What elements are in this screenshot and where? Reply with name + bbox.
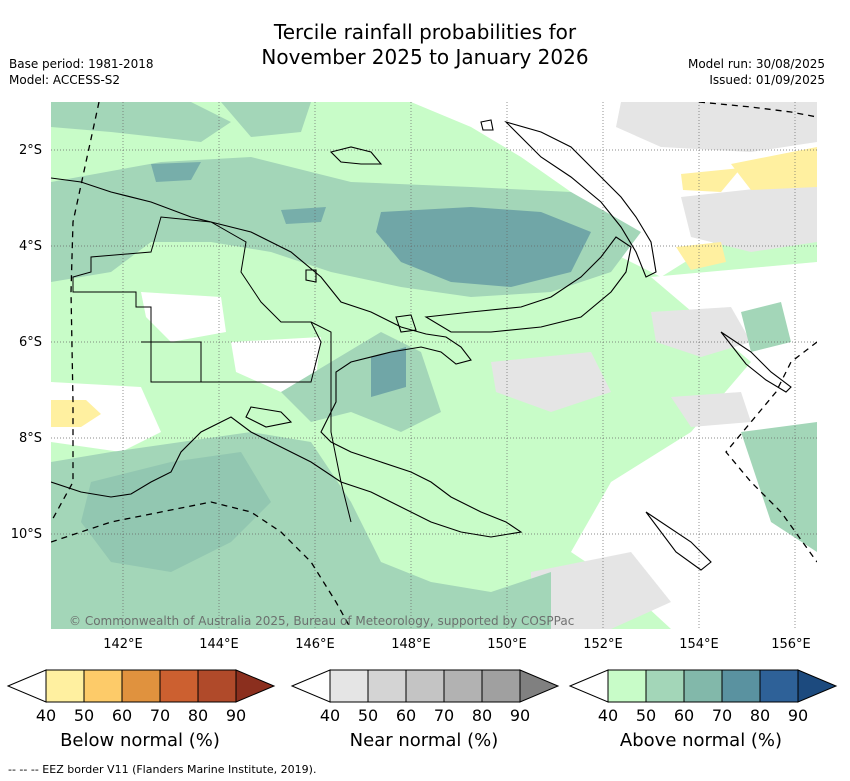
colorbar-segment — [159, 669, 199, 703]
colorbar-segment — [121, 669, 161, 703]
eez-borders — [51, 102, 817, 629]
colorbar-tick-label: 60 — [395, 706, 417, 725]
white-area-png-2 — [231, 337, 321, 392]
teal-area-top-left — [51, 102, 231, 142]
colorbar-title-below: Below normal (%) — [60, 730, 220, 751]
grey-area-3 — [651, 307, 751, 357]
colorbar-segment — [83, 669, 123, 703]
colorbar-tick-label: 90 — [225, 706, 247, 725]
coastlines — [51, 119, 792, 571]
borders — [72, 216, 352, 523]
meta-left: Base period: 1981-2018 Model: ACCESS-S2 — [9, 56, 154, 88]
lon-label-154e: 154°E — [679, 637, 719, 652]
teal-area-top — [221, 102, 311, 137]
colorbar-segment — [197, 669, 237, 703]
grey-area-4 — [491, 352, 611, 412]
eez-footer-note: -- -- -- EEZ border V11 (Flanders Marine… — [8, 763, 317, 776]
dark-teal-area — [376, 207, 591, 287]
colorbar-segment — [329, 669, 369, 703]
colorbar-left-triangle — [6, 669, 47, 703]
colorbar-tick-label: 80 — [471, 706, 493, 725]
yellow-area-4 — [51, 400, 101, 427]
colorbar-right-triangle — [235, 669, 276, 703]
gridlines — [51, 102, 817, 629]
lon-label-150e: 150°E — [487, 637, 527, 652]
lon-label-148e: 148°E — [391, 637, 431, 652]
yellow-area-3 — [676, 242, 726, 270]
colorbar-tick-label: 80 — [749, 706, 771, 725]
colorbar-left-triangle — [568, 669, 609, 703]
meta-right: Model run: 30/08/2025 Issued: 01/09/2025 — [688, 56, 825, 88]
colorbar-tick-label: 70 — [711, 706, 733, 725]
lon-label-146e: 146°E — [295, 637, 335, 652]
colorbar-segment — [607, 669, 647, 703]
grey-area-2 — [681, 182, 817, 252]
grey-area-6 — [531, 552, 671, 629]
model-name: Model: ACCESS-S2 — [9, 73, 121, 87]
colorbar-segment — [683, 669, 723, 703]
colorbar-below-normal — [6, 669, 276, 703]
colorbar-left-triangle — [290, 669, 331, 703]
colorbar-segment — [367, 669, 407, 703]
base-period: Base period: 1981-2018 — [9, 57, 154, 71]
teal-area-east-small — [741, 302, 791, 352]
colorbar-title-above: Above normal (%) — [619, 730, 783, 751]
colorbar-tick-label: 50 — [357, 706, 379, 725]
grey-area-1 — [616, 102, 817, 152]
teal-area-east — [741, 422, 817, 552]
lat-label-4s: 4°S — [18, 239, 42, 254]
colorbar-right-triangle — [519, 669, 560, 703]
lat-label-6s: 6°S — [18, 335, 42, 350]
title-line-2: November 2025 to January 2026 — [261, 45, 589, 69]
white-area-west — [51, 382, 161, 452]
colorbar-segment — [45, 669, 85, 703]
yellow-area-1 — [681, 168, 741, 192]
colorbar-above-normal — [568, 669, 838, 703]
lat-label-10s: 10°S — [10, 527, 42, 542]
colorbar-segment — [645, 669, 685, 703]
lat-label-2s: 2°S — [18, 143, 42, 158]
colorbar-tick-label: 90 — [787, 706, 809, 725]
lon-label-144e: 144°E — [199, 637, 239, 652]
white-area-png-1 — [141, 292, 226, 342]
colorbar-tick-label: 60 — [673, 706, 695, 725]
colorbar-tick-label: 80 — [187, 706, 209, 725]
dark-teal-area-4 — [281, 207, 326, 224]
colorbar-tick-label: 40 — [319, 706, 341, 725]
colorbar-near-normal — [290, 669, 560, 703]
issued-date: Issued: 01/09/2025 — [709, 73, 825, 87]
white-area-east — [571, 262, 817, 629]
map-title: Tercile rainfall probabilities for Novem… — [0, 20, 850, 70]
colorbar-tick-label: 70 — [433, 706, 455, 725]
colorbar-tick-label: 60 — [111, 706, 133, 725]
copyright-credit: © Commonwealth of Australia 2025, Bureau… — [69, 614, 575, 628]
colorbar-title-near: Near normal (%) — [349, 730, 499, 751]
colorbar-segment — [759, 669, 799, 703]
colorbar-right-triangle — [797, 669, 838, 703]
model-run: Model run: 30/08/2025 — [687, 57, 825, 71]
teal-area-south-inner — [81, 452, 271, 572]
map-panel — [51, 102, 817, 629]
colorbar-segment — [405, 669, 445, 703]
colorbar-tick-label: 40 — [35, 706, 57, 725]
colorbars — [6, 669, 838, 703]
map-canvas — [51, 102, 817, 629]
yellow-area-2 — [731, 147, 817, 190]
title-line-1: Tercile rainfall probabilities for — [273, 20, 577, 44]
colorbar-tick-label: 50 — [635, 706, 657, 725]
grey-area-5 — [671, 392, 751, 427]
dark-teal-area-3 — [371, 347, 406, 397]
colorbar-tick-label: 90 — [509, 706, 531, 725]
lon-label-152e: 152°E — [583, 637, 623, 652]
dark-teal-area-2 — [151, 162, 201, 182]
colorbar-segment — [481, 669, 521, 703]
colorbar-segment — [721, 669, 761, 703]
colorbar-segment — [443, 669, 483, 703]
colorbar-tick-label: 50 — [73, 706, 95, 725]
lon-label-142e: 142°E — [103, 637, 143, 652]
colorbar-tick-label: 40 — [597, 706, 619, 725]
colorbar-tick-label: 70 — [149, 706, 171, 725]
lat-label-8s: 8°S — [18, 431, 42, 446]
lon-label-156e: 156°E — [771, 637, 811, 652]
